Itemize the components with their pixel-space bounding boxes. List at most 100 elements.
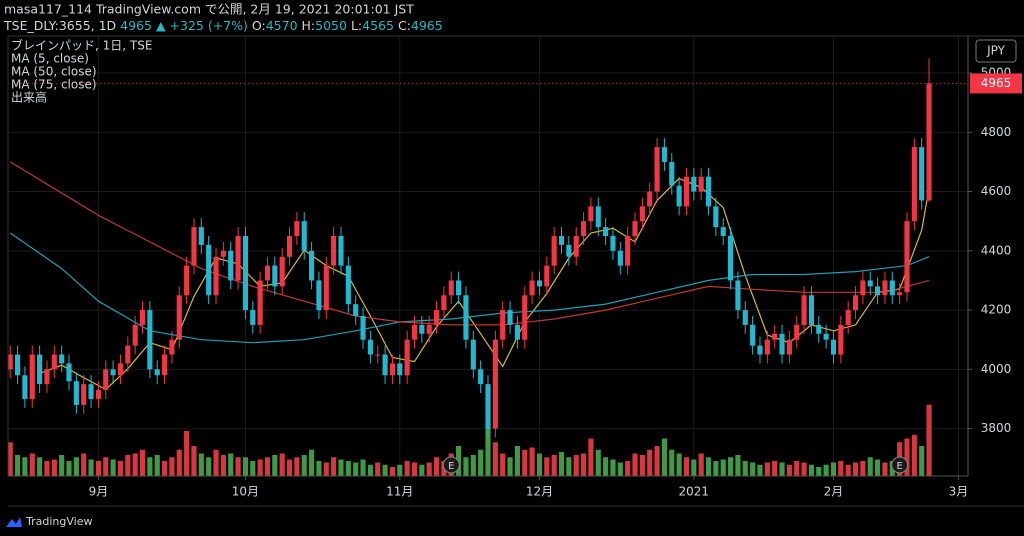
candle-body xyxy=(911,147,917,222)
volume-bar xyxy=(573,455,579,476)
candle-body xyxy=(500,310,506,340)
plot-area xyxy=(8,58,968,476)
candle-body xyxy=(838,324,844,355)
close-label: C: xyxy=(398,18,411,33)
volume-bar xyxy=(852,462,859,476)
candle-body xyxy=(220,250,226,257)
candle-body xyxy=(588,206,594,222)
candle-body xyxy=(713,206,719,228)
candle-body xyxy=(647,191,653,207)
legend-ma5[interactable]: MA (5, close) xyxy=(11,52,89,66)
event-label: E xyxy=(448,461,454,472)
candle-body xyxy=(595,206,601,228)
candle-body xyxy=(676,185,682,207)
grid xyxy=(8,36,968,476)
legend-title[interactable]: ブレインパッド, 1日, TSE xyxy=(11,38,152,53)
candle-body xyxy=(830,339,837,355)
volume-bar xyxy=(838,461,844,476)
candle-body xyxy=(323,265,329,311)
candle-body xyxy=(514,324,520,340)
price-tag xyxy=(970,73,1022,94)
volume-bar xyxy=(37,457,43,476)
candle-body xyxy=(345,265,351,305)
candle-body xyxy=(897,292,903,296)
volume-bar xyxy=(625,461,631,476)
volume-bar xyxy=(919,446,925,476)
volume-bar xyxy=(794,461,800,476)
candle-body xyxy=(603,227,609,236)
candle-body xyxy=(132,324,138,346)
event-label: E xyxy=(896,461,902,472)
low-value: 4565 xyxy=(362,18,394,33)
legend-ma75[interactable]: MA (75, close) xyxy=(11,78,97,92)
volume-bar xyxy=(507,457,513,476)
legend-volume[interactable]: 出来高 xyxy=(11,90,47,105)
volume-bar xyxy=(904,438,910,476)
volume-bar xyxy=(8,442,13,476)
candle-body xyxy=(448,280,454,296)
candle-body xyxy=(558,236,565,245)
candle-body xyxy=(73,381,79,405)
candle-body xyxy=(8,354,13,370)
volume-bar xyxy=(603,457,609,476)
candle-body xyxy=(772,333,778,340)
publisher-line: masa117_114 TradingView.com で公開, 2月 19, … xyxy=(4,2,414,17)
candle-body xyxy=(367,339,373,355)
candle-body xyxy=(625,236,631,266)
candle-body xyxy=(544,265,550,287)
candle-body xyxy=(632,221,638,236)
volume-bar xyxy=(419,464,425,476)
y-tick-label: 4200 xyxy=(981,303,1012,317)
volume-bar xyxy=(309,449,315,476)
candle-body xyxy=(139,310,146,325)
symbol: TSE_DLY:3655, 1D xyxy=(3,18,116,33)
y-tick-label: 4600 xyxy=(981,184,1012,198)
volume-bar xyxy=(669,449,675,476)
volume-bar xyxy=(353,462,359,476)
ma-line xyxy=(9,232,930,344)
candle-body xyxy=(720,227,726,236)
volume-bar xyxy=(551,455,557,476)
x-tick-label: 11月 xyxy=(386,485,413,499)
candle-body xyxy=(22,375,28,399)
volume-bar xyxy=(728,457,734,476)
candle-body xyxy=(750,324,756,346)
volume-bar xyxy=(566,457,572,476)
high-value: 5050 xyxy=(315,18,347,33)
candle-body xyxy=(360,316,366,340)
candle-body xyxy=(169,339,175,355)
volume-bar xyxy=(169,457,175,476)
volume-bar xyxy=(544,457,550,476)
volume-bar xyxy=(389,467,396,476)
candle-body xyxy=(198,227,204,245)
volume-bar xyxy=(808,464,815,476)
volume-bar xyxy=(911,434,917,476)
volume-bar xyxy=(426,462,432,476)
volume-bar xyxy=(470,455,476,476)
candle-body xyxy=(184,265,190,296)
volume-bar xyxy=(22,457,28,476)
candle-body xyxy=(661,147,667,162)
volume-bar xyxy=(478,449,484,476)
candle-body xyxy=(272,265,278,287)
volume-bar xyxy=(588,438,594,476)
volume-bar xyxy=(691,459,697,476)
footer-brand: TradingView xyxy=(25,515,92,528)
candle-body xyxy=(463,295,469,340)
candle-body xyxy=(286,236,293,257)
volume-bar xyxy=(882,462,888,476)
candle-body xyxy=(419,324,425,334)
volume-bar xyxy=(779,462,785,476)
candle-body xyxy=(29,354,35,399)
volume-bar xyxy=(647,449,653,476)
volume-bar xyxy=(522,449,528,476)
volume-bar xyxy=(823,464,829,476)
legend-ma50[interactable]: MA (50, close) xyxy=(11,65,97,79)
volume-bar xyxy=(617,462,623,476)
candle-body xyxy=(816,324,822,334)
volume-bar xyxy=(161,461,168,476)
candle-body xyxy=(764,339,770,355)
x-tick-label: 10月 xyxy=(232,485,259,499)
